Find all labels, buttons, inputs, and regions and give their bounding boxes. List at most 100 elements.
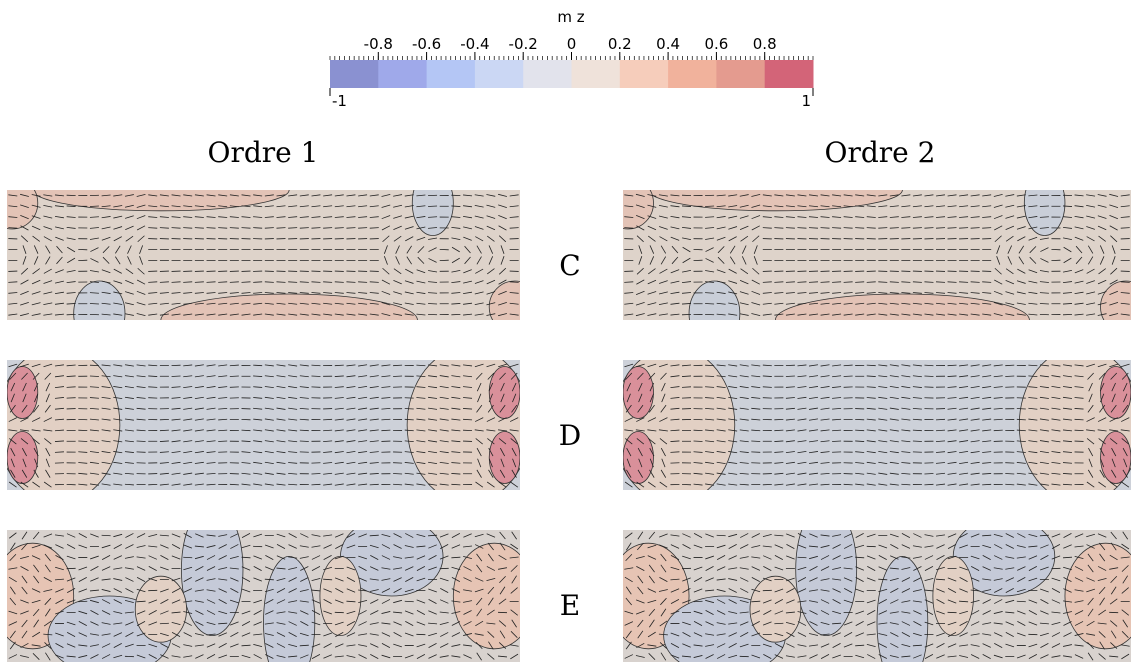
arrow	[45, 256, 51, 265]
arrow	[1028, 654, 1038, 659]
arrow	[416, 313, 426, 316]
arrow	[820, 599, 830, 604]
arrow	[288, 364, 298, 367]
arrow	[43, 533, 53, 538]
arrow	[728, 396, 738, 399]
arrow	[218, 375, 228, 378]
region	[876, 556, 929, 662]
arrow	[89, 644, 99, 647]
arrow	[867, 654, 876, 659]
arrow	[716, 633, 726, 636]
arrow	[264, 407, 274, 410]
arrow	[381, 313, 391, 317]
arrow	[311, 653, 321, 660]
arrow	[113, 313, 123, 316]
tick-label: 0.2	[608, 35, 632, 53]
arrow	[878, 566, 888, 571]
arrow	[476, 597, 483, 606]
arrow	[288, 462, 298, 464]
region	[319, 556, 362, 637]
arrow	[439, 621, 449, 626]
arrow	[346, 544, 356, 549]
arrow	[1005, 235, 1014, 242]
arrow	[820, 440, 830, 443]
arrow	[912, 600, 922, 603]
arrow	[229, 313, 239, 316]
arrow	[889, 281, 899, 283]
arrow	[136, 386, 146, 388]
arrow	[10, 542, 16, 551]
arrow	[728, 622, 738, 625]
arrow	[670, 269, 680, 274]
arrow	[832, 610, 842, 615]
arrow	[90, 654, 99, 659]
arrow	[416, 194, 426, 197]
arrow	[1098, 609, 1107, 616]
arrow	[681, 375, 692, 377]
arrow	[878, 588, 888, 593]
arrow	[89, 227, 99, 229]
arrow	[113, 205, 123, 208]
region	[181, 530, 244, 636]
arrow	[1016, 588, 1026, 593]
arrow	[716, 226, 726, 230]
arrow	[428, 566, 437, 571]
arrow	[416, 643, 426, 648]
arrow	[288, 418, 298, 421]
arrow	[1039, 216, 1049, 218]
arrow	[1016, 545, 1026, 548]
arrow	[785, 292, 795, 294]
arrow	[889, 472, 899, 475]
arrow	[808, 589, 819, 592]
arrow	[451, 418, 461, 421]
arrow	[265, 554, 274, 561]
arrow	[705, 375, 715, 377]
arrow	[1028, 386, 1038, 388]
arrow	[994, 643, 1003, 648]
arrow	[346, 621, 356, 626]
arrow	[346, 472, 356, 475]
arrow	[739, 386, 749, 389]
arrow	[31, 555, 41, 560]
arrow	[739, 302, 749, 306]
arrow	[855, 292, 865, 294]
arrow	[670, 397, 680, 399]
arrow	[1028, 609, 1038, 616]
arrow	[959, 655, 969, 658]
arrow	[370, 610, 379, 615]
arrow	[739, 375, 749, 378]
arrow	[89, 461, 99, 464]
arrow	[661, 458, 666, 468]
arrow	[31, 363, 41, 368]
arrow	[889, 313, 899, 316]
arrow	[78, 566, 88, 571]
arrow	[451, 269, 461, 273]
arrow	[959, 205, 969, 208]
arrow	[439, 599, 449, 604]
arrow	[866, 227, 876, 229]
arrow	[889, 375, 899, 378]
arrow	[45, 447, 51, 457]
arrow	[809, 566, 818, 571]
arrow	[993, 429, 1003, 432]
arrow	[785, 611, 795, 614]
arrow	[451, 375, 461, 378]
arrow	[751, 533, 760, 538]
arrow	[739, 462, 749, 464]
arrow	[476, 608, 483, 617]
arrow	[264, 386, 274, 389]
arrow	[171, 621, 181, 626]
arrow	[1028, 451, 1038, 454]
arrow	[1051, 386, 1061, 389]
arrow	[499, 404, 506, 413]
arrow	[660, 404, 667, 413]
arrow	[113, 429, 123, 432]
arrow	[463, 236, 472, 241]
arrow	[323, 483, 333, 486]
arrow	[1005, 544, 1014, 549]
arrow	[358, 461, 368, 464]
arrow	[728, 364, 738, 367]
arrow	[751, 556, 761, 559]
arrow	[43, 313, 53, 316]
arrow	[982, 396, 992, 399]
